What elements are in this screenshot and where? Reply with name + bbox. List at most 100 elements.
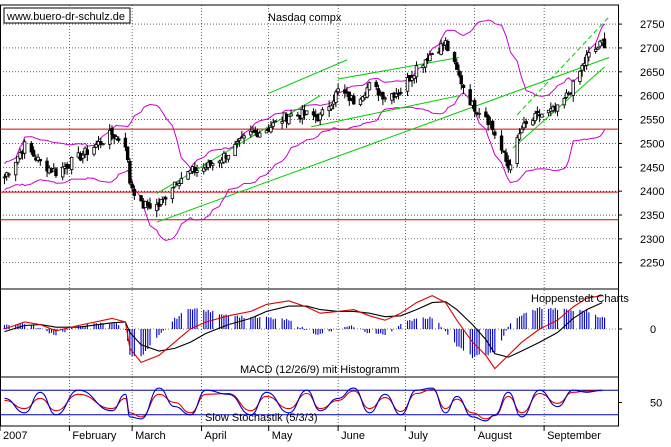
candle-body	[287, 115, 291, 125]
candle-body	[186, 171, 190, 180]
y-tick-label: 2700	[640, 43, 664, 55]
candle-body	[188, 170, 193, 174]
y-tick-label: 2550	[640, 115, 664, 127]
candle-body	[110, 127, 114, 135]
y-tick-label: 2650	[640, 67, 664, 79]
candle-body	[179, 178, 184, 184]
candle-body	[2, 176, 7, 179]
candle-body	[410, 76, 414, 81]
macd-tick-label: 0	[650, 324, 656, 336]
candle-body	[318, 113, 322, 121]
candle-body	[280, 121, 284, 124]
price-panel	[0, 16, 618, 242]
candle-body	[564, 92, 569, 98]
candle-body	[54, 168, 58, 177]
trend-channel-line	[268, 59, 348, 94]
axis-layer: 2007 February March April May June July August S…	[0, 19, 664, 442]
candle-body	[195, 170, 199, 173]
candle-body	[123, 137, 128, 148]
stochastic-title: Slow Stochastik (5/3/3)	[205, 412, 318, 424]
candle-body	[598, 40, 602, 47]
panel-frame	[0, 376, 619, 427]
candle-body	[535, 110, 540, 113]
candle-body	[130, 183, 134, 189]
candle-body	[16, 156, 20, 163]
candle-body	[383, 97, 387, 100]
candle-body	[405, 77, 410, 92]
candle-body	[273, 120, 278, 123]
y-tick-label: 2750	[640, 19, 664, 31]
y-tick-label: 2500	[640, 138, 664, 150]
candle-body	[139, 195, 143, 202]
candle-body	[461, 84, 466, 89]
candle-body	[508, 164, 513, 171]
candle-body	[85, 149, 90, 156]
macd-panel	[3, 294, 606, 370]
candle-body	[148, 203, 152, 209]
candle-body	[446, 40, 450, 52]
stochastic-tick-label: 50	[650, 398, 662, 410]
source-label: Hoppenstedt Charts	[531, 293, 629, 305]
candle-body	[367, 82, 372, 91]
y-tick-label: 2450	[640, 162, 664, 174]
candle-body	[108, 129, 112, 145]
x-tick-label: March	[135, 430, 166, 442]
candle-body	[571, 80, 575, 96]
macd-line	[4, 294, 603, 370]
y-tick-label: 2250	[640, 258, 664, 270]
watermark-text: www.buero-dr-schulz.de	[6, 11, 125, 23]
candle-body	[237, 138, 242, 141]
candle-body	[468, 89, 472, 106]
candle-body	[522, 122, 526, 129]
candle-body	[358, 98, 363, 106]
candle-body	[502, 150, 506, 153]
candle-body	[499, 135, 504, 151]
candle-body	[269, 126, 273, 133]
y-tick-label: 2300	[640, 234, 664, 246]
candle-body	[36, 156, 40, 161]
candle-body	[29, 142, 34, 153]
x-tick-label: May	[272, 430, 293, 442]
candle-body	[376, 88, 381, 96]
candle-body	[365, 87, 369, 98]
candle-body	[329, 105, 334, 110]
candle-body	[242, 135, 246, 139]
candle-body	[38, 159, 43, 162]
candle-body	[352, 95, 356, 105]
candle-body	[533, 113, 537, 122]
candle-body	[65, 163, 69, 169]
y-tick-label: 2400	[640, 186, 664, 198]
candle-body	[555, 104, 560, 112]
candle-body	[69, 157, 74, 170]
candle-body	[580, 65, 584, 71]
candle-body	[264, 130, 269, 134]
candle-body	[459, 75, 463, 85]
trend-channel-line	[311, 95, 460, 128]
candle-body	[336, 88, 340, 93]
candle-body	[170, 187, 175, 200]
watermark-box	[3, 7, 131, 24]
candle-body	[490, 120, 495, 131]
candle-body	[253, 129, 257, 133]
candle-body	[334, 91, 338, 103]
candle-body	[125, 146, 130, 161]
candle-body	[94, 144, 98, 148]
candle-body	[584, 54, 589, 66]
candle-body	[208, 160, 213, 166]
candle-body	[524, 121, 528, 125]
candle-body	[92, 147, 96, 155]
candle-body	[477, 112, 481, 115]
candle-body	[60, 166, 65, 178]
x-tick-label: June	[341, 430, 365, 442]
candle-body	[114, 136, 119, 140]
candle-body	[486, 115, 490, 125]
stochastic-k-line	[4, 387, 603, 422]
candle-body	[211, 163, 215, 166]
x-tick-label: August	[478, 430, 512, 442]
candle-body	[361, 96, 365, 102]
candle-body	[587, 52, 591, 58]
candle-body	[233, 144, 237, 157]
candle-body	[99, 141, 103, 145]
